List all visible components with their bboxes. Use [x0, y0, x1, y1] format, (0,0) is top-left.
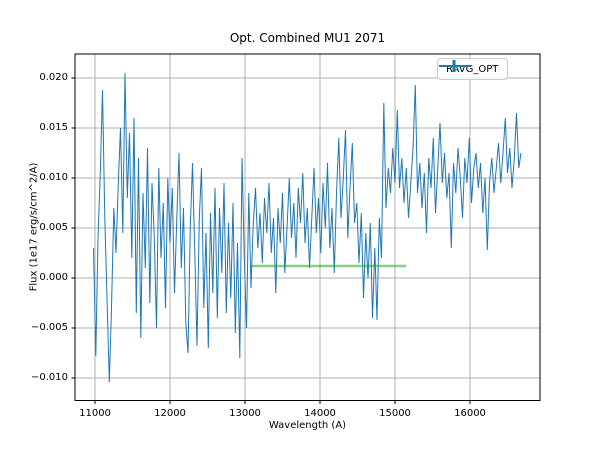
legend-label: RAVG_OPT: [446, 63, 499, 75]
x-tick-label: 12000: [154, 407, 186, 419]
x-tick-label: 15000: [379, 407, 411, 419]
y-tick-label: 0.000: [39, 272, 68, 283]
chart-title: Opt. Combined MU1 2071: [229, 31, 386, 45]
y-tick-label: 0.005: [39, 222, 68, 233]
x-tick-label: 13000: [229, 407, 261, 419]
x-tick-label: 14000: [304, 407, 336, 419]
legend-errorbar-icon: [439, 60, 471, 72]
y-tick-label: 0.015: [39, 122, 68, 133]
x-tick-label: 16000: [454, 407, 486, 419]
y-tick-label: −0.010: [30, 372, 68, 383]
legend: RAVG_OPT: [437, 58, 509, 80]
y-tick-label: 0.020: [39, 72, 68, 83]
axes-frame: [74, 53, 541, 401]
spectrum-data-line: [93, 72, 522, 383]
x-tick-label: 11000: [79, 407, 111, 419]
x-axis-label: Wavelength (A): [268, 420, 347, 431]
y-tick-label: −0.005: [30, 322, 68, 333]
y-tick-label: 0.010: [39, 172, 68, 183]
